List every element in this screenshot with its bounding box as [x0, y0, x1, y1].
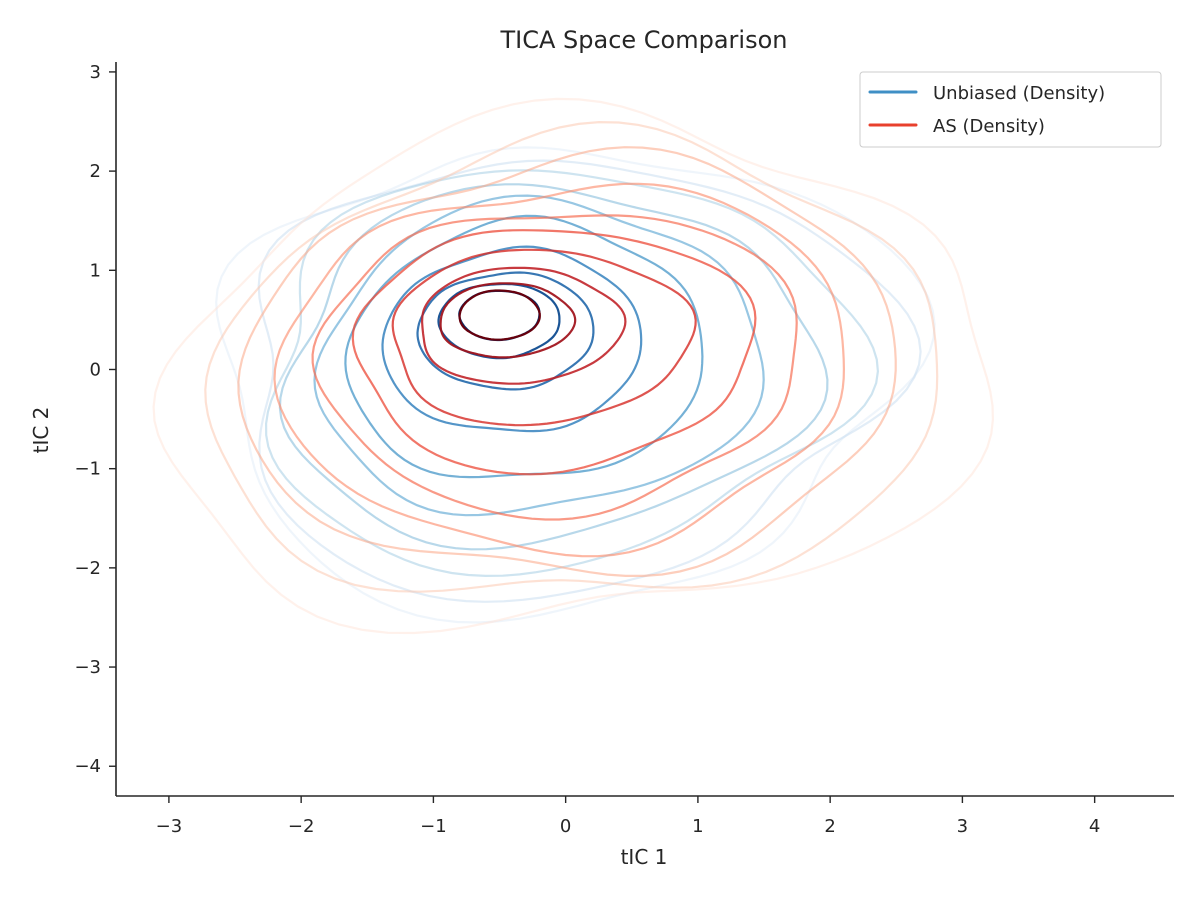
- contour-level-as-4: [273, 182, 846, 558]
- contour-level-as-2: [204, 120, 939, 593]
- x-tick-label: −2: [288, 816, 315, 837]
- axes: [115, 62, 1174, 797]
- contour-level-unbiased-2: [257, 159, 922, 603]
- y-tick-label: −2: [74, 558, 101, 579]
- y-tick-label: 3: [90, 62, 101, 83]
- contour-level-unbiased-4: [278, 183, 829, 551]
- y-tick-label: 2: [90, 161, 101, 182]
- contour-level-unbiased-1: [215, 146, 936, 624]
- y-tick-label: −1: [74, 459, 101, 480]
- y-axis-label: tIC 2: [29, 407, 53, 454]
- x-tick-label: 1: [692, 816, 703, 837]
- contour-level-as-6: [351, 229, 757, 476]
- contour-level-as-10: [458, 289, 541, 341]
- chart-title: TICA Space Comparison: [499, 26, 787, 54]
- x-tick-label: −3: [156, 816, 183, 837]
- contour-level-unbiased-5: [313, 194, 765, 517]
- contour-level-unbiased-9: [437, 282, 561, 360]
- x-tick-label: 3: [957, 816, 968, 837]
- x-axis-label: tIC 1: [621, 845, 668, 869]
- contour-level-as-5: [311, 214, 798, 521]
- legend-label-as: AS (Density): [933, 116, 1045, 137]
- contour-level-unbiased-6: [344, 214, 704, 479]
- y-tick-label: −4: [74, 756, 101, 777]
- y-tick-label: 1: [90, 260, 101, 281]
- contour-level-as-8: [420, 266, 627, 385]
- legend-label-unbiased: Unbiased (Density): [933, 83, 1105, 104]
- x-ticks: −3 −2 −1 0 1 2 3 4: [156, 796, 1100, 837]
- x-tick-label: 4: [1089, 816, 1100, 837]
- contour-level-as-1: [152, 97, 995, 635]
- x-tick-label: −1: [420, 816, 447, 837]
- contour-level-as-7: [391, 248, 697, 427]
- contour-layer: [152, 97, 995, 635]
- y-tick-label: 0: [90, 359, 101, 380]
- x-tick-label: 0: [560, 816, 571, 837]
- contour-level-as-9: [439, 282, 577, 359]
- contour-group-as: [152, 97, 995, 635]
- y-tick-label: −3: [74, 657, 101, 678]
- contour-level-unbiased-8: [416, 271, 595, 391]
- contour-level-unbiased-3: [264, 169, 880, 578]
- contour-level-unbiased-7: [381, 245, 643, 433]
- y-ticks: −4 −3 −2 −1 0 1 2 3: [74, 62, 116, 777]
- x-tick-label: 2: [824, 816, 835, 837]
- legend-frame: [859, 71, 1162, 148]
- contour-level-as-3: [237, 146, 897, 577]
- legend: Unbiased (Density) AS (Density): [859, 71, 1162, 148]
